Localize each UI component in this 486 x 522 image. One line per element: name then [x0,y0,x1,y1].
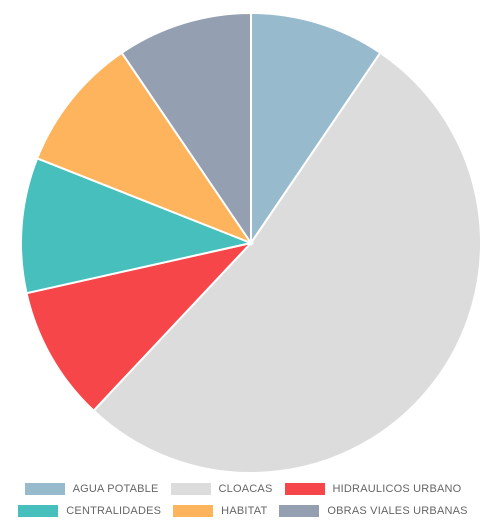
pie-slice-habitat[interactable] [35,51,254,246]
legend-swatch [170,483,211,495]
legend-swatch [24,483,65,495]
pie-chart-svg [20,11,482,474]
legend-label: HIDRAULICOS URBANO [332,483,462,495]
pie-slice-centralidades[interactable] [20,157,255,295]
legend-swatch [279,505,320,517]
legend-item-centralidades[interactable]: CENTRALIDADES [18,505,161,517]
legend-swatch [173,505,214,517]
legend-item-agua-potable[interactable]: AGUA POTABLE [24,483,159,495]
legend-label: HABITAT [221,505,268,517]
legend-item-hidraulicos-urbano[interactable]: HIDRAULICOS URBANO [284,483,462,495]
legend-item-habitat[interactable]: HABITAT [173,505,267,517]
legend-label: OBRAS VIALES URBANAS [327,505,468,517]
chart-legend-row-2: CENTRALIDADES HABITAT OBRAS VIALES URBAN… [0,505,486,517]
legend-item-cloacas[interactable]: CLOACAS [170,483,273,495]
pie-slice-obras-viales-urbanas[interactable] [120,11,252,247]
legend-label: CLOACAS [218,483,273,495]
legend-label: AGUA POTABLE [72,483,159,495]
legend-label: CENTRALIDADES [66,505,162,517]
legend-swatch [284,483,325,495]
chart-legend-row-1: AGUA POTABLE CLOACAS HIDRAULICOS URBANO [0,483,486,495]
pie-slice-cloacas[interactable] [92,51,482,474]
legend-item-obras-viales-urbanas[interactable]: OBRAS VIALES URBANAS [279,505,468,517]
pie-slice-hidraulicos-urbano[interactable] [25,241,254,413]
legend-swatch [18,505,59,517]
pie-slice-agua-potable[interactable] [250,11,382,247]
